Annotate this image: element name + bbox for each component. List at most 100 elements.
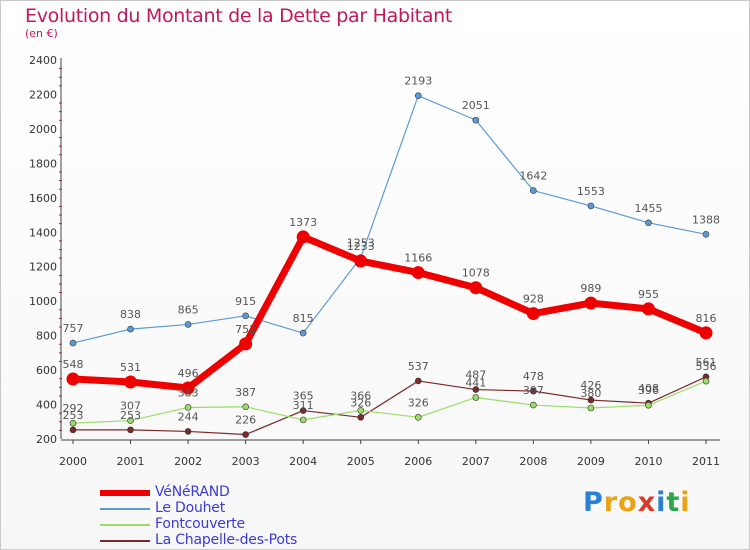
data-label-la-chapelle-des-pots: 365 [293, 390, 314, 403]
x-tick-label: 2003 [232, 455, 260, 468]
data-label-fontcouverte: 326 [408, 396, 429, 409]
data-label-fontcouverte: 380 [580, 387, 601, 400]
data-label-le-douhet: 1253 [347, 237, 375, 250]
data-point-fontcouverte [242, 403, 249, 411]
x-tick-label: 2011 [692, 455, 720, 468]
legend-label-la-chapelle-des-pots: La Chapelle-des-Pots [155, 532, 298, 548]
data-point-le-douhet [69, 339, 77, 347]
y-tick-label: 2400 [29, 54, 57, 67]
y-tick-label: 1200 [29, 261, 57, 274]
data-point-fontcouverte [127, 417, 134, 424]
x-tick-label: 2002 [174, 455, 202, 468]
x-tick-label: 2001 [117, 455, 145, 468]
x-tick-label: 2005 [347, 455, 375, 468]
data-label-la-chapelle-des-pots: 244 [178, 410, 199, 423]
data-label-le-douhet: 1388 [692, 213, 720, 226]
data-label-le-douhet: 2051 [462, 99, 490, 112]
y-tick-label: 1000 [29, 295, 57, 308]
data-point-venerand [526, 307, 540, 321]
data-point-fontcouverte [530, 401, 537, 409]
data-point-la-chapelle-des-pots [242, 431, 249, 438]
x-tick-label: 2007 [462, 455, 490, 468]
legend-swatch-le-douhet [100, 508, 150, 510]
data-point-la-chapelle-des-pots [587, 396, 595, 404]
data-point-venerand [124, 375, 138, 389]
data-point-le-douhet [587, 202, 595, 210]
data-label-fontcouverte: 383 [178, 386, 199, 399]
data-point-fontcouverte [472, 394, 480, 401]
series-line-venerand [69, 233, 710, 392]
data-label-le-douhet: 838 [120, 308, 141, 321]
data-point-venerand [699, 326, 713, 340]
data-point-la-chapelle-des-pots [472, 386, 480, 393]
data-label-venerand: 548 [63, 358, 84, 371]
data-point-venerand [469, 281, 483, 295]
data-label-le-douhet: 815 [293, 312, 314, 325]
data-label-venerand: 928 [523, 293, 544, 306]
data-point-le-douhet [242, 312, 249, 320]
legend-swatch-venerand [100, 490, 150, 496]
data-point-venerand [181, 381, 195, 395]
data-label-le-douhet: 757 [63, 322, 84, 335]
data-label-venerand: 1166 [404, 252, 432, 265]
data-label-fontcouverte: 292 [63, 402, 84, 415]
data-label-la-chapelle-des-pots: 487 [465, 369, 486, 382]
data-label-venerand: 1233 [347, 240, 375, 253]
y-tick-label: 400 [36, 399, 57, 412]
data-label-le-douhet: 865 [178, 303, 199, 316]
series-line-la-chapelle-des-pots [72, 376, 707, 436]
data-label-la-chapelle-des-pots: 537 [408, 360, 429, 373]
data-point-la-chapelle-des-pots [127, 426, 134, 434]
data-label-le-douhet: 915 [235, 295, 256, 308]
data-point-le-douhet [184, 321, 192, 328]
data-label-fontcouverte: 396 [638, 384, 659, 397]
x-tick-label: 2000 [59, 455, 87, 468]
data-point-la-chapelle-des-pots [299, 407, 307, 414]
data-point-la-chapelle-des-pots [357, 413, 365, 421]
x-tick-label: 2009 [577, 455, 605, 468]
data-point-fontcouverte [184, 404, 192, 411]
data-label-le-douhet: 1553 [577, 185, 605, 198]
data-point-venerand [641, 302, 655, 316]
legend-swatch-fontcouverte [100, 524, 150, 526]
data-label-le-douhet: 2193 [404, 75, 432, 88]
data-point-fontcouverte [357, 407, 365, 414]
data-label-la-chapelle-des-pots: 426 [580, 379, 601, 392]
data-point-fontcouverte [69, 419, 77, 427]
data-point-le-douhet [472, 116, 480, 124]
data-point-le-douhet [299, 329, 307, 337]
data-label-fontcouverte: 397 [523, 384, 544, 397]
data-label-la-chapelle-des-pots: 408 [638, 382, 659, 395]
data-label-venerand: 989 [580, 282, 601, 295]
chart-title: Evolution du Montant de la Dette par Hab… [25, 5, 453, 27]
y-tick-label: 2000 [29, 123, 57, 136]
data-label-fontcouverte: 366 [350, 389, 371, 402]
data-point-la-chapelle-des-pots [184, 428, 192, 435]
data-label-la-chapelle-des-pots: 226 [235, 414, 256, 427]
data-point-la-chapelle-des-pots [414, 377, 422, 385]
data-point-le-douhet [414, 92, 422, 99]
data-label-venerand: 531 [120, 361, 141, 374]
x-tick-label: 2006 [404, 455, 432, 468]
legend-label-venerand: VéNéRAND [155, 484, 230, 500]
y-tick-label: 200 [36, 433, 57, 446]
x-tick-label: 2010 [634, 455, 662, 468]
data-label-venerand: 955 [638, 288, 659, 301]
data-label-le-douhet: 1642 [519, 170, 547, 183]
data-label-fontcouverte: 441 [465, 376, 486, 389]
data-label-venerand: 816 [696, 312, 717, 325]
x-tick-label: 2008 [519, 455, 547, 468]
data-point-fontcouverte [587, 404, 595, 412]
x-tick-label: 2004 [289, 455, 317, 468]
data-label-fontcouverte: 536 [696, 360, 717, 373]
data-point-le-douhet [645, 219, 652, 227]
data-point-venerand [411, 266, 425, 280]
data-label-venerand: 752 [235, 323, 256, 336]
series-line-fontcouverte [72, 380, 707, 424]
data-point-fontcouverte [299, 416, 307, 424]
data-label-fontcouverte: 311 [293, 399, 314, 412]
y-tick-label: 1400 [29, 226, 57, 239]
legend-label-fontcouverte: Fontcouverte [155, 516, 245, 532]
series-line-le-douhet [72, 95, 707, 344]
data-label-le-douhet: 1455 [634, 202, 662, 215]
